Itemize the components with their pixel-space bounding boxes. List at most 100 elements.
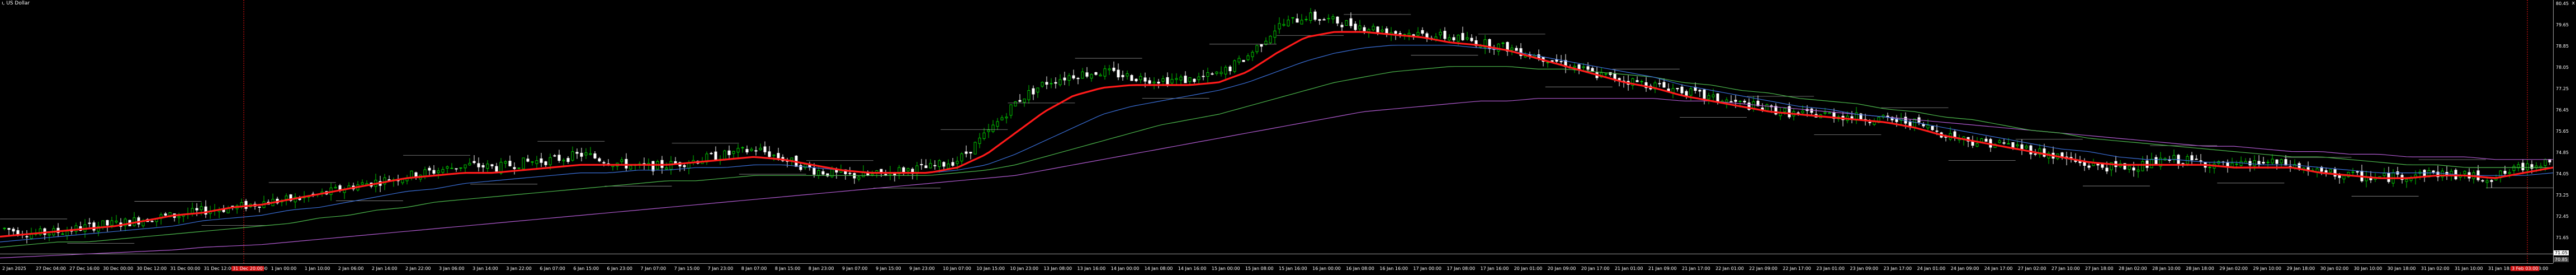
candle-body bbox=[777, 153, 780, 159]
time-tick-label: 23 Jan 09:00 bbox=[1850, 266, 1879, 271]
candle-body bbox=[2503, 171, 2507, 174]
candle-body bbox=[2432, 170, 2435, 173]
time-tick-label: 17 Jan 08:00 bbox=[1447, 266, 1476, 271]
candle-body bbox=[727, 150, 731, 155]
candle-body bbox=[1112, 67, 1116, 71]
candle-body bbox=[723, 150, 726, 160]
candle-body bbox=[2020, 144, 2024, 150]
candle-body bbox=[544, 161, 547, 165]
candle-body bbox=[504, 161, 507, 164]
candle-body bbox=[540, 158, 543, 163]
time-tick-label: 28 Jan 02:00 bbox=[2119, 266, 2147, 271]
candle-body bbox=[1452, 37, 1455, 40]
candle-body bbox=[1591, 68, 1594, 72]
candle-body bbox=[1716, 93, 1719, 102]
time-tick-label: 31 Dec 00:00 bbox=[170, 266, 201, 271]
candle-body bbox=[826, 173, 829, 176]
time-tick-label: 13 Jan 08:00 bbox=[1043, 266, 1072, 271]
time-tick-label: 9 Jan 23:00 bbox=[909, 266, 935, 271]
candle-body bbox=[1036, 87, 1039, 93]
candle-body bbox=[2485, 180, 2489, 183]
candle-body bbox=[1157, 81, 1160, 84]
candle-body bbox=[1685, 91, 1688, 96]
candle-body bbox=[1282, 24, 1285, 26]
candle-body bbox=[1416, 32, 1420, 36]
candle-body bbox=[1130, 75, 1133, 81]
candle-body bbox=[1729, 101, 1733, 102]
candle-body bbox=[204, 206, 207, 215]
candle-body bbox=[2508, 172, 2511, 174]
candle-body bbox=[1050, 83, 1053, 85]
candle-body bbox=[1483, 39, 1487, 48]
candle-body bbox=[969, 152, 972, 153]
candle-body bbox=[1703, 89, 1706, 99]
candle-body bbox=[1278, 23, 1281, 30]
candle-body bbox=[1179, 76, 1183, 81]
candle-body bbox=[933, 165, 937, 166]
price-chart[interactable] bbox=[0, 0, 2553, 263]
candle-body bbox=[2441, 170, 2444, 178]
candle-body bbox=[665, 167, 668, 170]
candle-body bbox=[3, 227, 6, 229]
candle-body bbox=[195, 208, 198, 211]
candle-body bbox=[1882, 115, 1885, 118]
candle-body bbox=[857, 176, 861, 180]
candle-body bbox=[1868, 122, 1871, 123]
candle-body bbox=[2159, 157, 2162, 167]
close-icon[interactable]: x bbox=[2572, 1, 2575, 6]
candle-body bbox=[1828, 112, 1831, 114]
candle-body bbox=[1573, 66, 1576, 68]
time-tick-label: 30 Dec 00:00 bbox=[103, 266, 134, 271]
candle-body bbox=[1931, 125, 1934, 130]
candle-body bbox=[1099, 74, 1102, 77]
candle-body bbox=[1998, 140, 2001, 143]
candle-body bbox=[65, 231, 69, 236]
candle-body bbox=[1085, 72, 1089, 77]
candle-body bbox=[2011, 142, 2015, 148]
candle-body bbox=[1094, 72, 1098, 75]
time-tick-label: 29 Jan 10:00 bbox=[2253, 266, 2282, 271]
candle-body bbox=[1466, 37, 1469, 40]
candle-body bbox=[1135, 78, 1138, 81]
price-tick-label: 78.85 bbox=[2556, 44, 2569, 49]
price-tick-label: 71.65 bbox=[2556, 235, 2569, 240]
candle-body bbox=[2405, 179, 2408, 182]
candle-body bbox=[1975, 143, 1979, 147]
candle-body bbox=[472, 161, 476, 164]
ma-slow-line bbox=[0, 66, 2553, 248]
candle-body bbox=[2101, 164, 2104, 168]
candle-body bbox=[1689, 88, 1693, 96]
candle-body bbox=[2034, 153, 2037, 155]
candle-body bbox=[2190, 155, 2194, 161]
plot-area[interactable]: ı, US Dollar bbox=[0, 0, 2553, 263]
candle-body bbox=[2025, 146, 2028, 148]
candle-body bbox=[285, 195, 288, 199]
candle-body bbox=[1081, 71, 1084, 79]
candle-body bbox=[902, 167, 905, 173]
price-tick-label: 75.65 bbox=[2556, 129, 2569, 134]
candle-body bbox=[1287, 20, 1290, 26]
candle-body bbox=[508, 161, 512, 166]
candle-body bbox=[1255, 45, 1259, 52]
candle-body bbox=[1264, 40, 1268, 45]
candle-body bbox=[1166, 77, 1169, 85]
candle-body bbox=[1636, 80, 1639, 82]
candle-body bbox=[683, 165, 686, 167]
candle-body bbox=[1063, 77, 1066, 81]
time-axis[interactable]: 2 Jan 2025 27 Dec 04:00 27 Dec 16:00 30 Dec… bbox=[0, 263, 2553, 275]
candle-body bbox=[1117, 69, 1120, 78]
candle-body bbox=[200, 206, 203, 211]
time-tick-label: 16 Jan 00:00 bbox=[1312, 266, 1341, 271]
candle-body bbox=[1926, 125, 1930, 128]
candle-body bbox=[1197, 76, 1200, 80]
candle-body bbox=[768, 151, 771, 157]
candle-body bbox=[2329, 169, 2332, 173]
candle-body bbox=[2512, 166, 2516, 171]
price-axis[interactable]: 80.45 79.65 78.85 78.05 77.25 76.45 75.65 74.85… bbox=[2553, 0, 2576, 263]
candle-body bbox=[39, 229, 42, 235]
candle-body bbox=[1756, 100, 1760, 106]
candle-body bbox=[557, 155, 561, 161]
candle-body bbox=[2248, 161, 2252, 166]
candle-body bbox=[1743, 100, 1746, 102]
